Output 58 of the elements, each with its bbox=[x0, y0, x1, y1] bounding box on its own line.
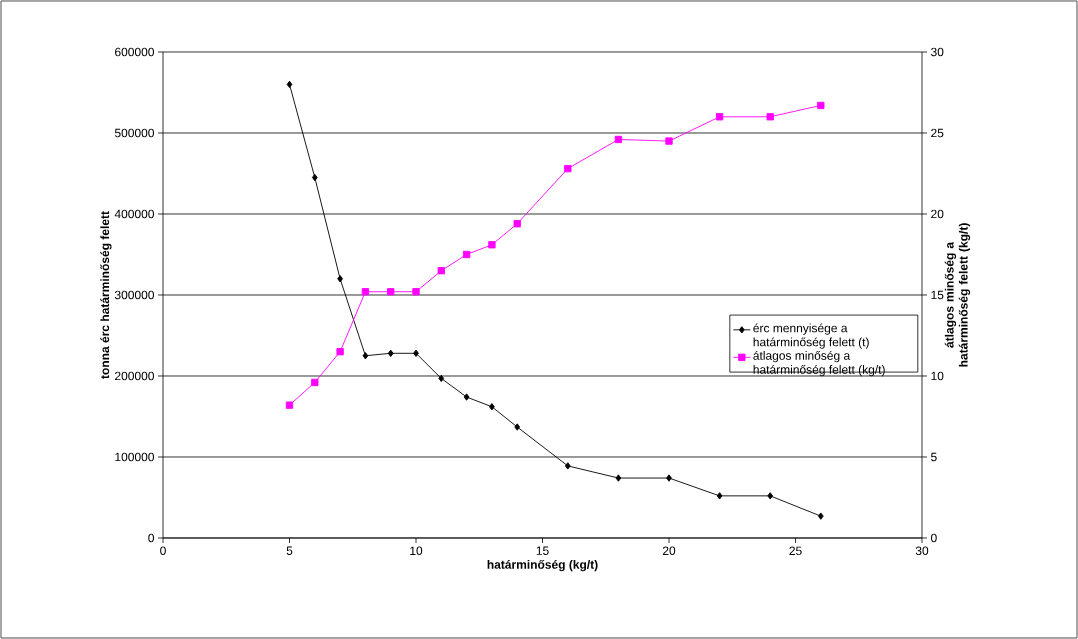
point bbox=[286, 80, 293, 89]
x-tick-label: 30 bbox=[915, 546, 929, 556]
point bbox=[412, 288, 420, 296]
x-axis-title: határminőség (kg/t) bbox=[487, 559, 598, 572]
y-axis-title: tonna érc határminőség felett bbox=[100, 211, 112, 379]
point bbox=[337, 275, 343, 283]
y-tick-label: 500000 bbox=[114, 128, 154, 138]
x-tick-label: 25 bbox=[789, 546, 802, 556]
point bbox=[413, 349, 419, 357]
point bbox=[488, 241, 496, 249]
point bbox=[513, 220, 521, 228]
point bbox=[311, 173, 318, 182]
x-tick-label: 5 bbox=[286, 546, 293, 555]
x-tick-label: 10 bbox=[410, 546, 423, 556]
y-tick-label: 100000 bbox=[115, 452, 154, 462]
point bbox=[766, 113, 774, 121]
point bbox=[437, 267, 445, 275]
y2-tick-label: 0 bbox=[931, 533, 937, 543]
point bbox=[336, 348, 344, 356]
point bbox=[715, 113, 724, 121]
point bbox=[463, 393, 470, 401]
point bbox=[387, 288, 395, 296]
point bbox=[666, 474, 672, 482]
point bbox=[361, 288, 370, 296]
point bbox=[387, 349, 394, 357]
point bbox=[514, 423, 521, 431]
point bbox=[665, 137, 673, 145]
y-tick-label: 0 bbox=[148, 533, 155, 543]
y2-tick-label: 10 bbox=[931, 371, 944, 381]
point bbox=[362, 352, 369, 360]
y2-tick-label: 5 bbox=[931, 452, 937, 462]
point bbox=[311, 378, 319, 387]
x-tick-label: 15 bbox=[536, 546, 549, 555]
y2-tick-label: 15 bbox=[931, 290, 944, 300]
point bbox=[767, 492, 774, 500]
point bbox=[614, 135, 623, 144]
point bbox=[615, 474, 622, 482]
point bbox=[462, 250, 471, 259]
y2-tick-label: 20 bbox=[931, 209, 944, 219]
x-tick-label: 0 bbox=[160, 546, 166, 556]
point bbox=[564, 462, 571, 470]
point bbox=[438, 374, 445, 383]
legend-label: átlagos minőség a határminőség felett (kg/t) bbox=[753, 350, 885, 377]
point bbox=[489, 403, 495, 411]
y-tick-label: 400000 bbox=[114, 209, 154, 219]
point bbox=[817, 101, 825, 110]
y-tick-label: 600000 bbox=[115, 47, 154, 57]
point bbox=[564, 164, 572, 173]
legend-label: érc mennyisége a határminőség felett (t) bbox=[753, 323, 869, 349]
point bbox=[285, 401, 294, 409]
y-tick-label: 300000 bbox=[114, 290, 154, 300]
point bbox=[817, 512, 824, 520]
y2-axis-title: átlagos minőség a határminőség felett (kg/t) bbox=[944, 223, 971, 367]
point bbox=[716, 492, 723, 500]
y2-tick-label: 30 bbox=[930, 47, 944, 57]
y-tick-label: 200000 bbox=[115, 371, 154, 381]
y2-tick-label: 25 bbox=[931, 128, 944, 138]
x-tick-label: 20 bbox=[662, 546, 676, 556]
